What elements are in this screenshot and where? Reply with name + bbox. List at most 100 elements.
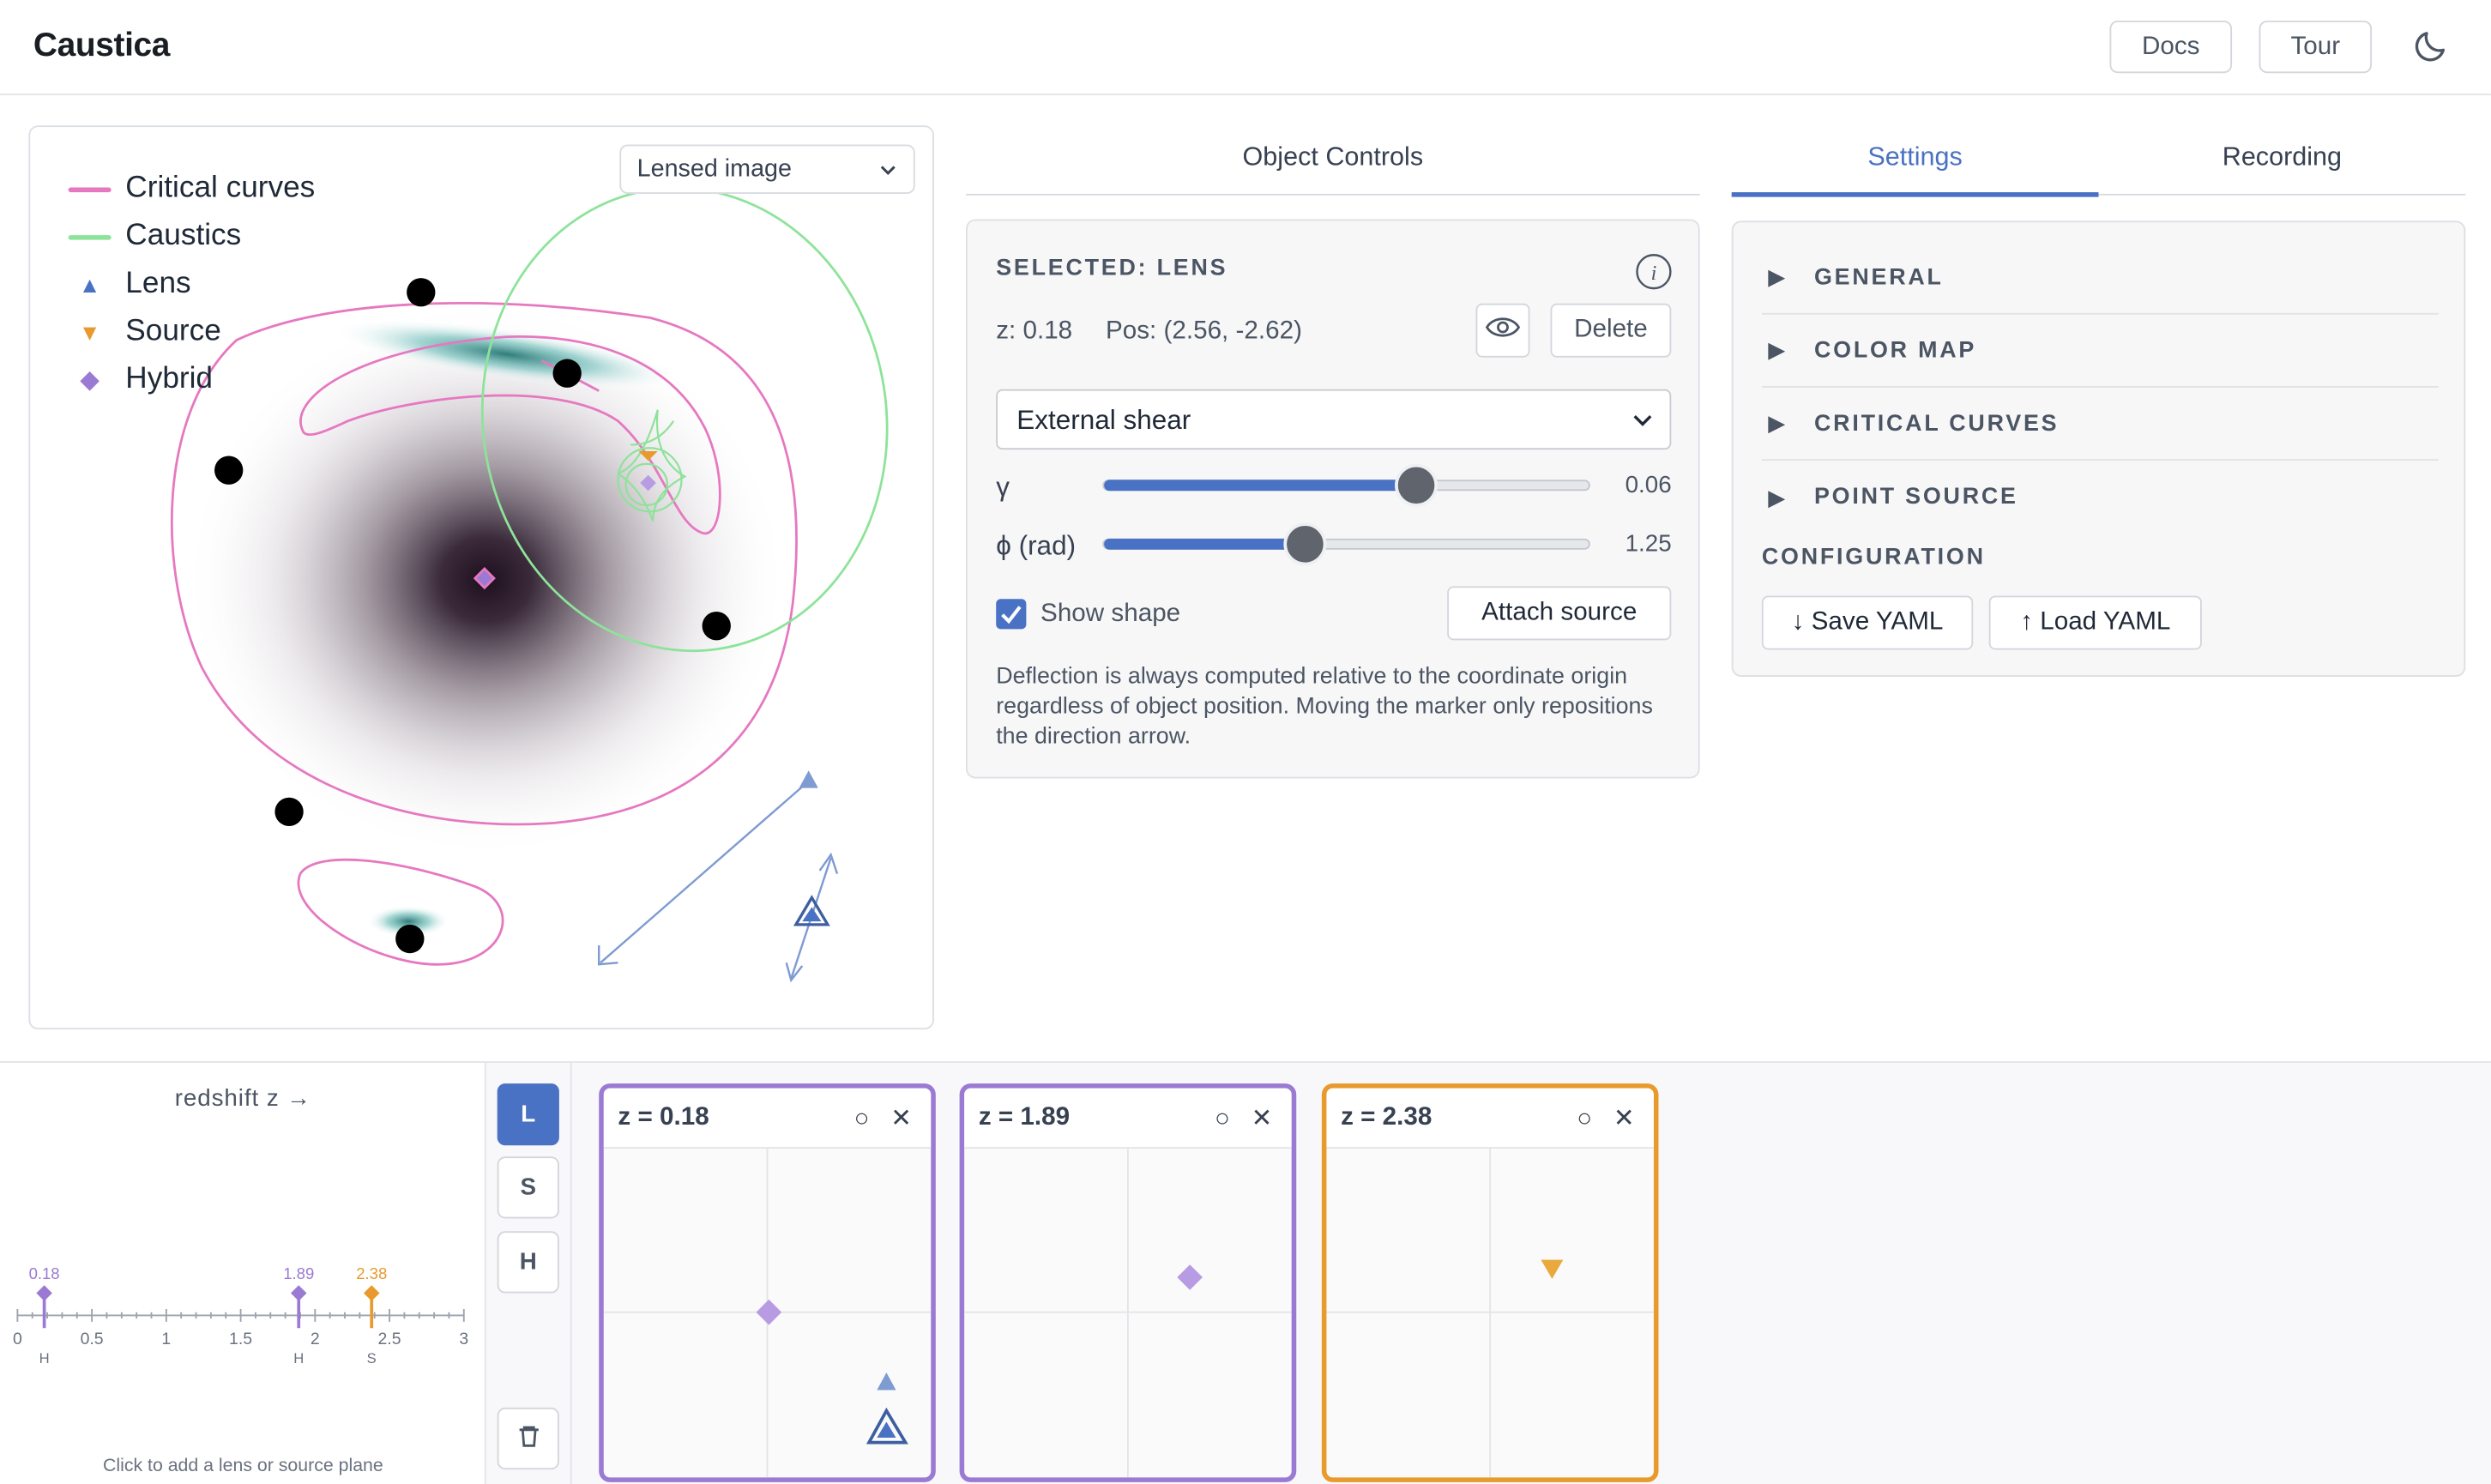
tab-recording[interactable]: Recording — [2222, 142, 2343, 172]
point-images — [214, 278, 731, 954]
legend-source: ▼ Source — [69, 308, 316, 356]
svg-text:i: i — [1651, 262, 1657, 285]
legend-critical-curves: Critical curves — [68, 166, 315, 214]
critical-curve-small — [297, 858, 504, 966]
legend-caustics: Caustics — [68, 213, 316, 261]
settings-card: ▶ GENERAL ▶ COLOR MAP ▶ CRITICAL CURVES ▶ PO… — [1731, 220, 2466, 677]
add-lens-button[interactable]: L — [497, 1083, 559, 1146]
moon-icon[interactable] — [2411, 27, 2449, 64]
plane-title: z = 2.38 — [1341, 1104, 1432, 1131]
section-color-map[interactable]: ▶ COLOR MAP — [1761, 315, 2439, 388]
lensing-canvas[interactable] — [30, 127, 934, 1029]
circle-icon[interactable]: ○ — [1214, 1105, 1230, 1133]
tab-object-controls[interactable]: Object Controls — [1242, 142, 1424, 172]
section-general[interactable]: ▶ GENERAL — [1761, 242, 2439, 315]
gamma-slider[interactable] — [1102, 463, 1590, 507]
tour-button[interactable]: Tour — [2259, 21, 2373, 74]
plane-title: z = 1.89 — [978, 1104, 1071, 1131]
plane-title: z = 0.18 — [618, 1104, 709, 1131]
plane-card-3[interactable]: z = 2.38 ○ ✕ — [1321, 1083, 1659, 1482]
close-icon[interactable]: ✕ — [1251, 1105, 1273, 1133]
close-icon[interactable]: ✕ — [1613, 1105, 1635, 1133]
hybrid-marker-center — [473, 567, 496, 590]
circle-icon[interactable]: ○ — [1577, 1105, 1593, 1133]
trash-icon — [516, 1422, 541, 1454]
diamond-icon: ◆ — [80, 366, 100, 395]
circle-icon[interactable]: ○ — [853, 1105, 870, 1133]
plane-preview[interactable] — [964, 1148, 1292, 1478]
phi-slider[interactable] — [1102, 522, 1590, 566]
profile-select[interactable]: External shear — [996, 389, 1672, 450]
app-header: Caustica Docs Tour — [0, 0, 2491, 96]
gamma-slider-thumb[interactable] — [1395, 463, 1439, 507]
caustic-cusps — [617, 409, 687, 522]
plane-card-2[interactable]: z = 1.89 ○ ✕ — [959, 1083, 1297, 1482]
close-icon[interactable]: ✕ — [890, 1105, 913, 1133]
load-yaml-button[interactable]: ↑ Load YAML — [1988, 595, 2202, 650]
triangle-down-icon: ▼ — [78, 319, 101, 345]
critical-curve-outer — [170, 302, 798, 826]
counter-image — [366, 905, 450, 938]
planes-panel: redshift z → 0 0.5 1 1.5 2 2.5 3 0.18 H 1.89 H 2.38… — [0, 1061, 2491, 1484]
phi-value: 1.25 — [1625, 530, 1672, 558]
redshift-title: redshift z → — [174, 1084, 312, 1113]
add-hybrid-button[interactable]: H — [497, 1231, 559, 1294]
plane-marker[interactable] — [36, 1285, 52, 1301]
gamma-value: 0.06 — [1625, 472, 1672, 499]
hybrid-marker — [640, 474, 656, 492]
redshift-axis-panel[interactable]: redshift z → 0 0.5 1 1.5 2 2.5 3 0.18 H 1.89 H 2.38… — [0, 1062, 486, 1484]
deflection-note: Deflection is always computed relative t… — [996, 664, 1653, 751]
plane-marker-label: 2.38 — [356, 1264, 387, 1282]
phi-slider-thumb[interactable] — [1283, 522, 1327, 566]
visibility-button[interactable] — [1475, 303, 1530, 358]
info-icon[interactable]: i — [1635, 252, 1673, 290]
add-source-button[interactable]: S — [497, 1156, 559, 1219]
axis-tick-label: 0 — [13, 1330, 22, 1348]
docs-button[interactable]: Docs — [2109, 21, 2233, 74]
tab-active-indicator — [1731, 192, 2099, 197]
plane-marker[interactable] — [363, 1285, 380, 1301]
lens-viewport[interactable]: Critical curves Caustics ▲ Lens ▼ Source ◆… — [28, 125, 934, 1030]
view-mode-select[interactable]: Lensed image — [619, 144, 915, 194]
axis-tick-label: 2 — [311, 1330, 320, 1348]
triangle-up-icon: ▲ — [78, 271, 101, 298]
plane-preview[interactable] — [603, 1148, 932, 1478]
axis-tick-label: 1 — [161, 1330, 171, 1348]
source-marker — [638, 450, 658, 461]
selected-label: SELECTED: LENS — [996, 256, 1228, 281]
save-yaml-button[interactable]: ↓ Save YAML — [1761, 595, 1974, 650]
legend: Critical curves Caustics ▲ Lens ▼ Source ◆… — [68, 166, 316, 404]
redshift-axis[interactable]: 0 0.5 1 1.5 2 2.5 3 0.18 H 1.89 H 2.38 S — [0, 1253, 486, 1380]
plane-preview[interactable] — [1326, 1148, 1654, 1478]
plane-marker[interactable] — [290, 1285, 307, 1301]
plane-marker-label: 0.18 — [29, 1264, 60, 1282]
show-shape-checkbox[interactable] — [996, 599, 1027, 630]
object-controls-card: SELECTED: LENS i z: 0.18 Pos: (2.56, -2.… — [966, 219, 1700, 779]
z-readout: z: 0.18 — [996, 317, 1073, 345]
delete-button[interactable]: Delete — [1550, 303, 1672, 358]
section-critical-curves[interactable]: ▶ CRITICAL CURVES — [1761, 388, 2439, 461]
triangle-right-icon: ▶ — [1768, 336, 1786, 363]
redshift-hint: Click to add a lens or source plane — [102, 1457, 383, 1476]
plane-marker-kind: H — [39, 1350, 50, 1366]
plane-card-1[interactable]: z = 0.18 ○ ✕ — [599, 1083, 936, 1482]
lensed-arc — [334, 319, 680, 389]
triangle-right-icon: ▶ — [1768, 483, 1786, 510]
triangle-right-icon: ▶ — [1768, 263, 1786, 290]
eye-icon — [1485, 314, 1521, 347]
delete-plane-button[interactable] — [497, 1407, 559, 1470]
section-point-source[interactable]: ▶ POINT SOURCE — [1762, 461, 2439, 534]
position-readout: Pos: (2.56, -2.62) — [1105, 317, 1302, 345]
attach-source-button[interactable]: Attach source — [1447, 586, 1672, 641]
plane-marker-label: 1.89 — [283, 1264, 314, 1282]
show-shape-label: Show shape — [1040, 600, 1181, 628]
tab-settings[interactable]: Settings — [1867, 142, 1963, 172]
axis-tick-label: 1.5 — [229, 1330, 252, 1348]
phi-label: ϕ (rad) — [996, 530, 1077, 561]
lens-marker — [793, 895, 830, 926]
chevron-down-icon — [1632, 405, 1654, 442]
legend-lens: ▲ Lens — [69, 261, 316, 309]
chevron-down-icon — [878, 154, 897, 191]
axis-tick-label: 3 — [459, 1330, 468, 1348]
critical-curve-inner — [299, 335, 721, 535]
